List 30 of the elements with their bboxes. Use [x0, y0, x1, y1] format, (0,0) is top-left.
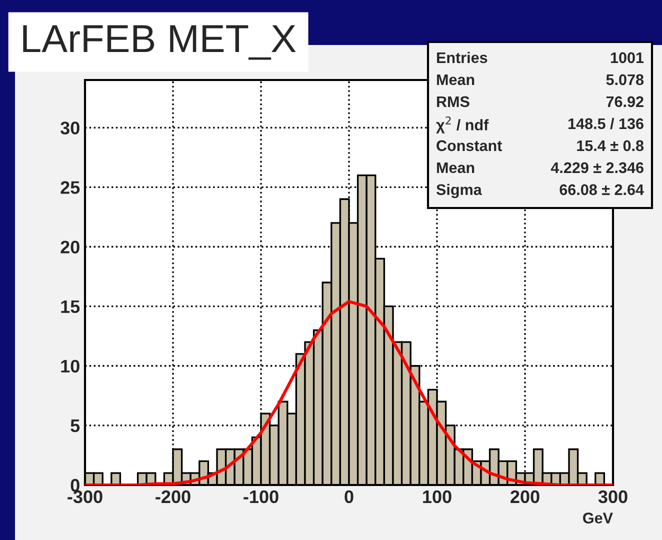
x-tick-label: -100: [244, 490, 278, 504]
annotation: 15.4 ± 0.8: [577, 140, 644, 152]
x-tick-label: 200: [510, 490, 540, 504]
y-tick-label: 0: [70, 478, 80, 492]
x-tick-label: 300: [598, 490, 628, 504]
annotation: Sigma: [436, 184, 482, 198]
y-tick-label: 15: [61, 300, 80, 314]
y-tick-label: 20: [60, 240, 80, 254]
y-tick-label: 30: [60, 122, 80, 134]
chart-title: LArFEB MET_X: [23, 25, 296, 60]
annotation: RMS: [437, 96, 470, 108]
annotation: χ$^{2}$ / ndf: [436, 116, 489, 134]
text: 1001: [610, 52, 644, 64]
x-tick-label: -300: [68, 490, 102, 504]
y-tick-label: 5: [70, 420, 80, 432]
y-tick-label: 10: [61, 360, 80, 373]
annotation: 5.078: [606, 74, 644, 86]
x-tick-label: 100: [423, 490, 452, 504]
x-tick-label: -200: [156, 490, 190, 504]
annotation: 4.229 ± 2.346: [550, 162, 644, 174]
annotation: Mean: [437, 74, 474, 86]
text: Entries: [437, 52, 488, 64]
x-axis-title: GeV: [583, 512, 613, 524]
annotation: Mean: [437, 162, 474, 174]
x-tick-label: 0: [344, 490, 354, 504]
y-tick-label: 25: [60, 181, 80, 194]
annotation: 76.92: [606, 96, 644, 108]
annotation: Constant: [436, 140, 502, 152]
annotation: 66.08 ± 2.64: [560, 184, 644, 196]
annotation: 148.5 / 136: [568, 118, 644, 130]
